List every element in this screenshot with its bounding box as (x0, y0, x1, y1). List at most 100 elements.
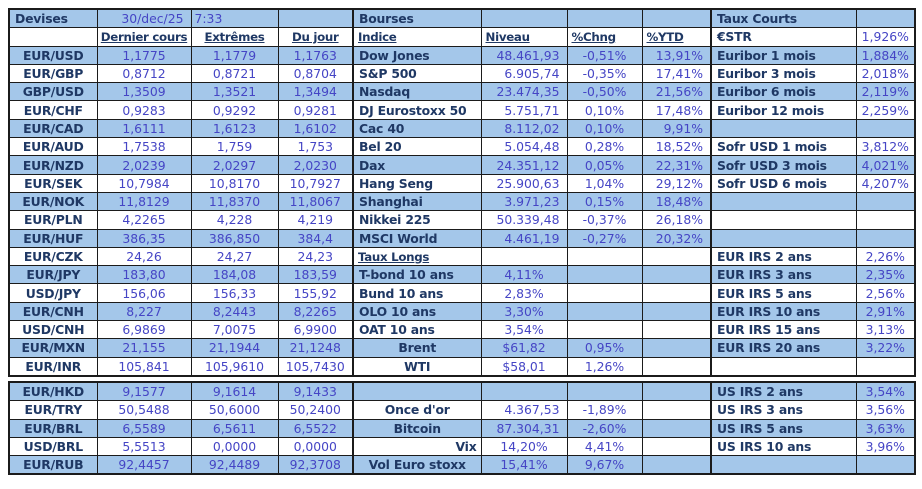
empty-cell[interactable] (641, 418, 712, 438)
index-name-cell[interactable]: Bel 20 (352, 137, 482, 157)
time-cell[interactable]: 7:33 (190, 8, 279, 29)
index-name-cell[interactable]: Bund 10 ans (352, 283, 482, 303)
index-ytd-cell[interactable]: 18,52% (641, 137, 712, 157)
index-level-cell[interactable]: 2,83% (480, 283, 568, 303)
rate-value-cell[interactable]: 3,54% (855, 381, 916, 402)
index-name-cell[interactable]: OAT 10 ans (352, 320, 482, 340)
empty-cell[interactable] (641, 283, 712, 303)
empty-cell[interactable] (855, 8, 916, 29)
empty-cell[interactable] (641, 455, 712, 475)
fx-dujour-cell[interactable]: 2,0230 (277, 155, 354, 175)
fx-pair-cell[interactable]: EUR/CHF (8, 100, 98, 120)
empty-cell[interactable] (641, 400, 712, 420)
col-header-extremes[interactable]: Extrêmes (190, 27, 279, 47)
empty-cell[interactable] (710, 455, 857, 475)
index-level-cell[interactable]: $61,82 (480, 338, 568, 358)
fx-last-cell[interactable]: 2,0239 (96, 155, 192, 175)
index-name-cell[interactable]: T-bond 10 ans (352, 265, 482, 285)
index-name-cell[interactable]: Once d'or (352, 400, 482, 420)
fx-extremes-cell[interactable]: 1,3521 (190, 82, 279, 102)
fx-last-cell[interactable]: 183,80 (96, 265, 192, 285)
rate-value-cell[interactable]: 3,56% (855, 400, 916, 420)
index-ytd-cell[interactable]: 20,32% (641, 228, 712, 248)
index-name-cell[interactable]: Dax (352, 155, 482, 175)
index-ytd-cell[interactable]: 21,56% (641, 82, 712, 102)
rate-name-cell[interactable]: Euribor 1 mois (710, 45, 857, 65)
devises-section-title[interactable]: Devises (8, 8, 98, 29)
fx-dujour-cell[interactable]: 10,7927 (277, 173, 354, 193)
fx-pair-cell[interactable]: EUR/NOK (8, 191, 98, 212)
rate-name-cell[interactable]: US IRS 2 ans (710, 381, 857, 402)
index-chng-cell[interactable]: -0,50% (566, 82, 643, 102)
fx-pair-cell[interactable]: EUR/GBP (8, 63, 98, 84)
rate-name-cell[interactable]: Euribor 3 mois (710, 63, 857, 84)
fx-pair-cell[interactable]: USD/CNH (8, 320, 98, 340)
col-header-chng[interactable]: %Chng (566, 27, 643, 47)
rate-name-cell[interactable]: EUR IRS 2 ans (710, 246, 857, 267)
fx-last-cell[interactable]: 24,26 (96, 246, 192, 267)
index-name-cell[interactable]: Vol Euro stoxx (352, 455, 482, 475)
taux-courts-section-title[interactable]: Taux Courts (710, 8, 857, 29)
rate-value-cell[interactable]: 3,63% (855, 418, 916, 438)
rate-value-cell[interactable]: 2,26% (855, 246, 916, 267)
rate-name-cell[interactable]: EUR IRS 10 ans (710, 301, 857, 322)
rate-name-cell[interactable]: Sofr USD 6 mois (710, 173, 857, 193)
fx-pair-cell[interactable]: EUR/CNH (8, 301, 98, 322)
fx-pair-cell[interactable]: EUR/RUB (8, 455, 98, 475)
index-level-cell[interactable]: 3,54% (480, 320, 568, 340)
index-ytd-cell[interactable]: 29,12% (641, 173, 712, 193)
fx-dujour-cell[interactable]: 1,6102 (277, 118, 354, 139)
empty-cell[interactable] (641, 301, 712, 322)
col-header-niveau[interactable]: Niveau (480, 27, 568, 47)
index-level-cell[interactable]: 50.339,48 (480, 210, 568, 230)
index-name-cell[interactable]: MSCI World (352, 228, 482, 248)
rate-value-cell[interactable]: 3,96% (855, 436, 916, 457)
index-chng-cell[interactable]: -0,27% (566, 228, 643, 248)
empty-cell[interactable] (566, 246, 643, 267)
fx-last-cell[interactable]: 92,4457 (96, 455, 192, 475)
fx-pair-cell[interactable]: USD/JPY (8, 283, 98, 303)
col-header-dernier-cours[interactable]: Dernier cours (96, 27, 192, 47)
index-chng-cell[interactable]: 0,95% (566, 338, 643, 358)
rate-value-cell[interactable]: 2,018% (855, 63, 916, 84)
fx-pair-cell[interactable]: EUR/SEK (8, 173, 98, 193)
empty-cell[interactable] (710, 191, 857, 212)
fx-last-cell[interactable]: 156,06 (96, 283, 192, 303)
rate-name-cell[interactable]: EUR IRS 3 ans (710, 265, 857, 285)
fx-dujour-cell[interactable]: 8,2265 (277, 301, 354, 322)
rate-value-cell[interactable]: 2,35% (855, 265, 916, 285)
rate-name-cell[interactable]: EUR IRS 5 ans (710, 283, 857, 303)
index-ytd-cell[interactable]: 13,91% (641, 45, 712, 65)
fx-dujour-cell[interactable]: 0,0000 (277, 436, 354, 457)
rate-name-cell[interactable]: US IRS 10 ans (710, 436, 857, 457)
index-name-cell[interactable]: OLO 10 ans (352, 301, 482, 322)
fx-dujour-cell[interactable]: 1,3494 (277, 82, 354, 102)
index-name-cell[interactable]: S&P 500 (352, 63, 482, 84)
empty-cell[interactable] (710, 210, 857, 230)
fx-extremes-cell[interactable]: 10,8170 (190, 173, 279, 193)
index-chng-cell[interactable]: -0,51% (566, 45, 643, 65)
index-chng-cell[interactable]: 0,05% (566, 155, 643, 175)
fx-extremes-cell[interactable]: 156,33 (190, 283, 279, 303)
index-chng-cell[interactable]: 0,28% (566, 137, 643, 157)
rate-name-cell[interactable]: Euribor 12 mois (710, 100, 857, 120)
fx-last-cell[interactable]: 386,35 (96, 228, 192, 248)
fx-dujour-cell[interactable]: 24,23 (277, 246, 354, 267)
rate-value-cell[interactable]: 4,207% (855, 173, 916, 193)
index-name-cell[interactable]: Bitcoin (352, 418, 482, 438)
fx-last-cell[interactable]: 9,1577 (96, 381, 192, 402)
fx-extremes-cell[interactable]: 0,0000 (190, 436, 279, 457)
fx-extremes-cell[interactable]: 0,9292 (190, 100, 279, 120)
fx-dujour-cell[interactable]: 6,9900 (277, 320, 354, 340)
index-ytd-cell[interactable]: 17,48% (641, 100, 712, 120)
empty-cell[interactable] (710, 356, 857, 377)
rate-value-cell[interactable]: 1,926% (855, 27, 916, 47)
index-name-cell[interactable]: Cac 40 (352, 118, 482, 139)
index-chng-cell[interactable]: 9,67% (566, 455, 643, 475)
empty-cell[interactable] (641, 381, 712, 402)
index-level-cell[interactable]: 5.054,48 (480, 137, 568, 157)
rate-value-cell[interactable]: 2,119% (855, 82, 916, 102)
empty-cell[interactable] (566, 265, 643, 285)
empty-cell[interactable] (641, 320, 712, 340)
index-level-cell[interactable]: 24.351,12 (480, 155, 568, 175)
